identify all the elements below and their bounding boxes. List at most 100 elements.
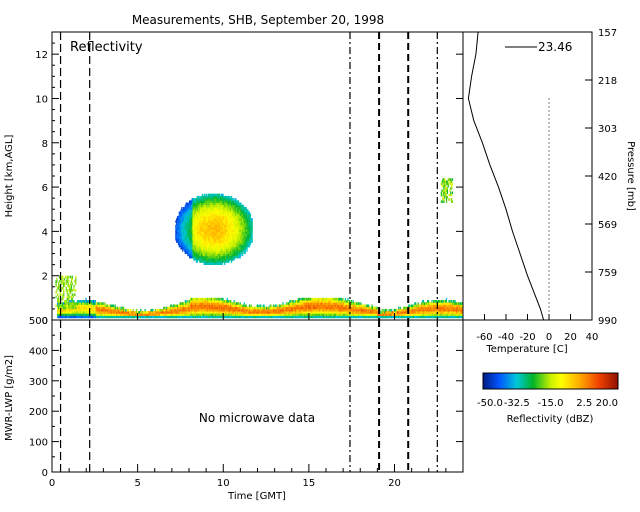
reflectivity-cell xyxy=(300,300,302,303)
reflectivity-cell xyxy=(309,306,311,310)
reflectivity-cell xyxy=(232,211,234,215)
reflectivity-cell xyxy=(285,306,288,310)
reflectivity-cell xyxy=(224,231,227,234)
reflectivity-cell xyxy=(78,306,80,310)
reflectivity-cell xyxy=(227,255,229,259)
reflectivity-cell xyxy=(184,304,186,308)
reflectivity-cell xyxy=(198,249,200,252)
reflectivity-cell xyxy=(190,251,192,254)
reflectivity-cell xyxy=(323,306,325,310)
reflectivity-cell xyxy=(93,315,96,319)
reflectivity-cell xyxy=(431,313,433,316)
reflectivity-cell xyxy=(189,224,192,228)
reflectivity-cell xyxy=(104,302,106,305)
reflectivity-cell xyxy=(163,306,165,310)
reflectivity-cell xyxy=(291,300,294,303)
reflectivity-cell xyxy=(254,313,256,316)
reflectivity-cell xyxy=(339,300,341,303)
reflectivity-cell xyxy=(275,308,277,312)
reflectivity-cell xyxy=(185,222,187,226)
reflectivity-cell xyxy=(364,308,366,312)
reflectivity-cell xyxy=(183,308,185,312)
reflectivity-cell xyxy=(324,313,326,316)
reflectivity-cell xyxy=(386,313,389,316)
reflectivity-cell xyxy=(433,308,435,312)
reflectivity-cell xyxy=(204,231,206,234)
reflectivity-cell xyxy=(343,315,346,319)
reflectivity-cell xyxy=(82,304,85,308)
reflectivity-cell xyxy=(210,202,212,206)
reflectivity-cell xyxy=(214,204,216,208)
reflectivity-cell xyxy=(187,218,189,221)
reflectivity-cell xyxy=(178,224,180,228)
reflectivity-cell xyxy=(216,308,218,312)
reflectivity-cell xyxy=(320,313,323,316)
reflectivity-cell xyxy=(403,311,405,314)
reflectivity-cell xyxy=(213,260,216,263)
reflectivity-cell xyxy=(214,224,216,228)
reflectivity-cell xyxy=(445,315,448,319)
reflectivity-cell xyxy=(150,308,152,312)
reflectivity-cell xyxy=(184,311,186,314)
reflectivity-cell xyxy=(130,315,133,319)
reflectivity-cell xyxy=(69,306,71,310)
reflectivity-cell xyxy=(212,304,215,308)
reflectivity-cell xyxy=(217,202,219,206)
reflectivity-cell xyxy=(410,311,413,314)
reflectivity-cell xyxy=(415,304,417,308)
reflectivity-cell xyxy=(403,313,406,316)
reflectivity-cell xyxy=(178,220,180,223)
reflectivity-cell xyxy=(203,313,205,316)
reflectivity-cell xyxy=(70,313,73,316)
reflectivity-cell xyxy=(320,306,322,310)
reflectivity-cell xyxy=(226,244,228,248)
reflectivity-cell xyxy=(349,304,352,308)
reflectivity-cell xyxy=(298,300,300,303)
reflectivity-cell xyxy=(226,313,228,316)
reflectivity-cell xyxy=(213,308,216,312)
reflectivity-cell xyxy=(239,306,241,310)
reflectivity-cell xyxy=(329,306,331,310)
reflectivity-cell xyxy=(267,311,270,314)
reflectivity-cell xyxy=(206,224,209,228)
reflectivity-cell xyxy=(127,315,129,319)
reflectivity-cell xyxy=(307,297,309,301)
reflectivity-cell xyxy=(224,249,226,252)
reflectivity-cell xyxy=(213,255,216,259)
reflectivity-cell xyxy=(456,302,458,305)
reflectivity-cell xyxy=(404,308,407,312)
reflectivity-cell xyxy=(321,315,323,319)
reflectivity-cell xyxy=(331,297,334,301)
reflectivity-cell xyxy=(122,313,124,316)
reflectivity-cell xyxy=(214,253,216,257)
reflectivity-cell xyxy=(263,306,265,310)
reflectivity-cell xyxy=(218,242,220,246)
reflectivity-cell xyxy=(248,313,251,316)
reflectivity-cell xyxy=(217,260,219,263)
reflectivity-cell xyxy=(251,315,253,319)
reflectivity-cell xyxy=(250,313,252,316)
reflectivity-cell xyxy=(200,308,203,312)
reflectivity-cell xyxy=(212,215,215,219)
reflectivity-cell xyxy=(354,302,356,305)
reflectivity-cell xyxy=(156,311,158,314)
reflectivity-cell xyxy=(228,213,230,217)
reflectivity-cell xyxy=(209,213,211,217)
reflectivity-cell xyxy=(204,246,206,250)
reflectivity-cell xyxy=(215,311,217,314)
reflectivity-cell xyxy=(452,311,454,314)
reflectivity-cell xyxy=(68,313,70,316)
reflectivity-cell xyxy=(193,244,195,248)
reflectivity-cell xyxy=(242,315,244,319)
reflectivity-cell xyxy=(93,313,95,316)
reflectivity-cell xyxy=(295,308,297,312)
reflectivity-cell xyxy=(206,204,209,208)
reflectivity-cell xyxy=(414,302,416,305)
reflectivity-cell xyxy=(427,315,429,319)
reflectivity-cell xyxy=(230,198,232,201)
reflectivity-cell xyxy=(178,313,180,316)
reflectivity-cell xyxy=(233,315,235,319)
reflectivity-cell xyxy=(250,308,252,312)
reflectivity-cell xyxy=(188,249,190,252)
reflectivity-cell xyxy=(414,308,416,312)
